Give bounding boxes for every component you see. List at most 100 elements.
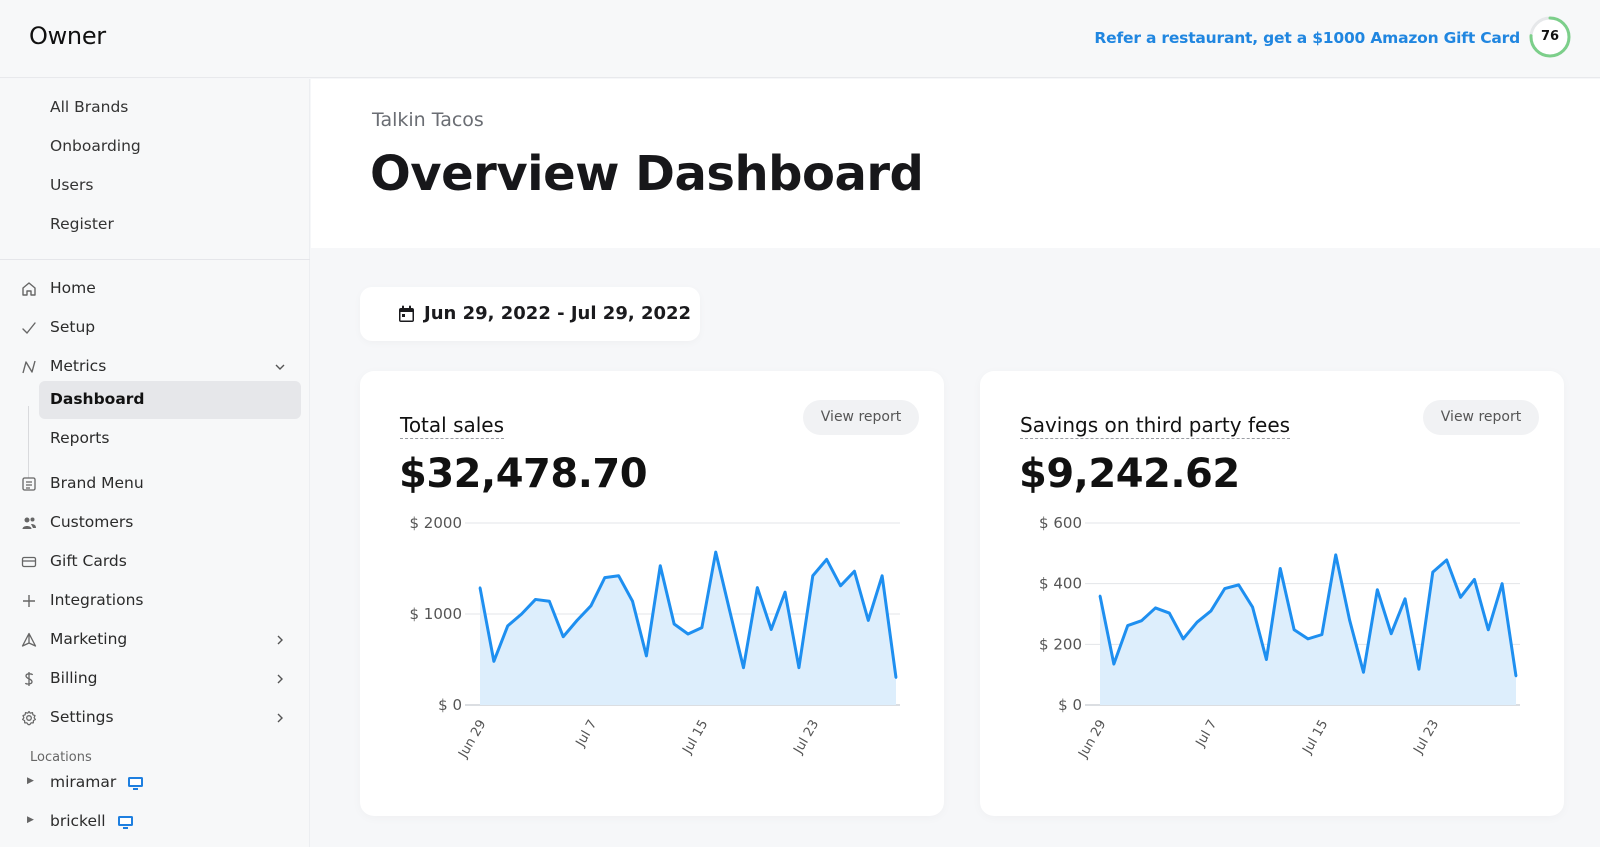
chevron-right-icon [277,674,283,684]
data-point [728,609,731,612]
data-point [1126,624,1129,627]
score-badge[interactable]: 76 [1528,15,1572,59]
x-tick-label: Jul 7 [1193,718,1221,751]
brand-name: Talkin Tacos [372,109,484,131]
data-point [880,574,884,577]
nav-all-brands[interactable]: All Brands [50,98,129,116]
sidebar-item-label: Settings [50,708,114,726]
data-point [811,574,814,577]
sidebar-item-marketing[interactable]: Marketing [0,621,310,659]
sidebar-item-label: Marketing [50,630,128,648]
card-title[interactable]: Savings on third party fees [1020,413,1291,439]
savings-card: Savings on third party fees View report … [980,371,1564,816]
data-point [575,619,579,622]
chevron-down-icon [275,364,285,370]
sidebar-item-label: Integrations [50,591,144,609]
x-tick-label: Jul 15 [680,718,712,758]
sidebar-item-brand-menu[interactable]: Brand Menu [0,465,310,503]
location-label: miramar [50,773,117,791]
data-point [631,600,634,603]
sidebar-item-billing[interactable]: Billing [0,660,310,698]
sidebar-item-dashboard[interactable]: Dashboard [39,381,301,419]
y-tick-label: $ 200 [1039,635,1082,653]
data-point [1348,618,1351,622]
area-fill [1100,554,1516,705]
y-tick-label: $ 1000 [410,605,463,623]
data-point [1195,620,1199,624]
app-logo[interactable]: Owner [29,22,106,50]
data-point [1251,605,1254,609]
sidebar-item-settings[interactable]: Settings [0,699,310,737]
sidebar-item-label: Customers [50,513,134,531]
data-point [478,586,482,589]
sidebar-item-setup[interactable]: Setup [0,309,310,347]
gear-icon [22,710,36,726]
total-sales-card: Total sales View report $32,478.70 $ 0 $ … [360,371,944,816]
y-tick-label: $ 2000 [410,514,463,532]
location-brickell[interactable]: ▶ brickell [0,805,310,839]
data-point [603,576,606,579]
data-point [1403,597,1407,601]
x-tick-label: Jun 29 [455,718,489,762]
data-point [714,550,717,554]
location-miramar[interactable]: ▶ miramar [0,766,310,800]
date-range-picker[interactable]: Jun 29, 2022 - Jul 29, 2022 [360,287,700,341]
data-point [1320,633,1324,636]
data-point [894,676,898,679]
menu-icon [22,477,36,491]
nav-onboarding[interactable]: Onboarding [50,137,141,155]
data-point [1445,558,1448,562]
sidebar-item-reports[interactable]: Reports [39,420,301,458]
data-point [659,564,662,567]
sidebar-item-integrations[interactable]: Integrations [0,582,310,620]
savings-chart: $ 0 $ 200 $ 400 $ 600 Jun 29 Jul 7 Jul 15 Jul 2… [1039,514,1520,762]
score-ring [1529,16,1571,58]
data-point [783,590,787,594]
sidebar: All Brands Onboarding Users Register Hom… [0,79,310,847]
data-point [548,600,551,603]
chevron-right-icon [277,635,283,645]
view-report-button[interactable]: View report [803,400,919,435]
check-icon [22,322,36,335]
monitor-icon [128,777,143,790]
locations-heading: Locations [30,750,92,765]
marketing-icon [21,632,37,647]
data-point [1292,628,1296,631]
data-point [700,626,704,629]
data-point [1417,668,1421,671]
data-point [1334,553,1337,557]
sidebar-item-customers[interactable]: Customers [0,504,310,542]
nav-register[interactable]: Register [50,215,114,233]
nav-users[interactable]: Users [50,176,94,194]
page-header [311,79,1600,248]
dollar-icon [24,672,34,686]
chevron-right-icon [277,713,283,723]
brand-nav: All Brands Onboarding Users Register [0,79,310,260]
y-tick-label: $ 400 [1039,575,1082,593]
data-point [1306,637,1310,641]
score-value: 76 [1540,29,1560,44]
sidebar-item-label: Reports [50,429,110,447]
x-tick-label: Jul 23 [1411,718,1443,758]
view-report-button[interactable]: View report [1423,400,1539,435]
y-tick-label: $ 0 [1058,696,1082,714]
sidebar-item-metrics[interactable]: Metrics [0,348,310,386]
data-point [617,574,620,577]
x-tick-label: Jun 29 [1075,718,1109,762]
data-point [672,622,676,626]
data-point [1154,606,1157,610]
data-point [589,604,593,608]
sidebar-item-gift-cards[interactable]: Gift Cards [0,543,310,581]
referral-link[interactable]: Refer a restaurant, get a $1000 Amazon G… [1094,29,1520,47]
y-tick-label: $ 600 [1039,514,1082,532]
sidebar-item-label: Brand Menu [50,474,144,492]
sidebar-item-home[interactable]: Home [0,270,310,308]
sidebar-item-label: Home [50,279,96,297]
caret-right-icon[interactable]: ▶ [27,776,34,786]
submenu-rail [28,406,29,478]
card-title[interactable]: Total sales [400,413,505,439]
caret-right-icon[interactable]: ▶ [27,815,34,825]
data-point [534,598,537,601]
data-point [645,654,648,658]
data-point [1098,594,1102,597]
